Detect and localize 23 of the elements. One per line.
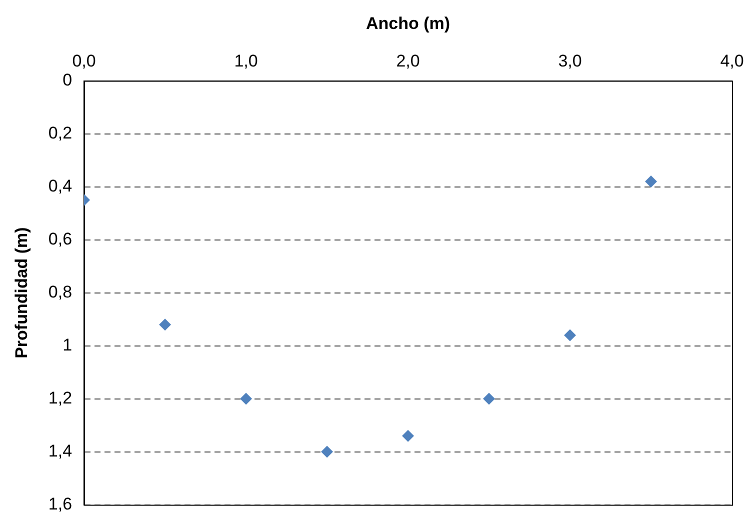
point	[159, 318, 172, 331]
y-tick-label: 1,6	[48, 494, 72, 514]
point	[402, 430, 414, 442]
x-tick-label: 4,0	[720, 51, 744, 70]
x-tick-label: 2,0	[396, 51, 420, 70]
y-tick-label: 0,2	[48, 123, 72, 142]
point	[321, 446, 334, 458]
y-axis-title: Profundidad (m)	[12, 227, 31, 358]
point	[645, 176, 658, 188]
y-tick-label: 1	[62, 335, 72, 354]
y-tick-label: 1,2	[48, 388, 72, 408]
y-tick-label: 0,4	[48, 176, 72, 196]
x-tick-label: 0,0	[72, 51, 96, 70]
point	[483, 392, 496, 405]
x-axis-title: Ancho (m)	[366, 14, 450, 33]
point	[564, 329, 576, 342]
y-tick-label: 0,6	[48, 229, 72, 248]
x-tick-label: 1,0	[234, 51, 258, 70]
y-tick-label: 0,8	[48, 282, 72, 302]
point	[240, 392, 252, 405]
y-tick-label: 1,4	[48, 441, 72, 460]
x-tick-label: 3,0	[558, 51, 582, 70]
y-tick-label: 0	[62, 70, 72, 90]
